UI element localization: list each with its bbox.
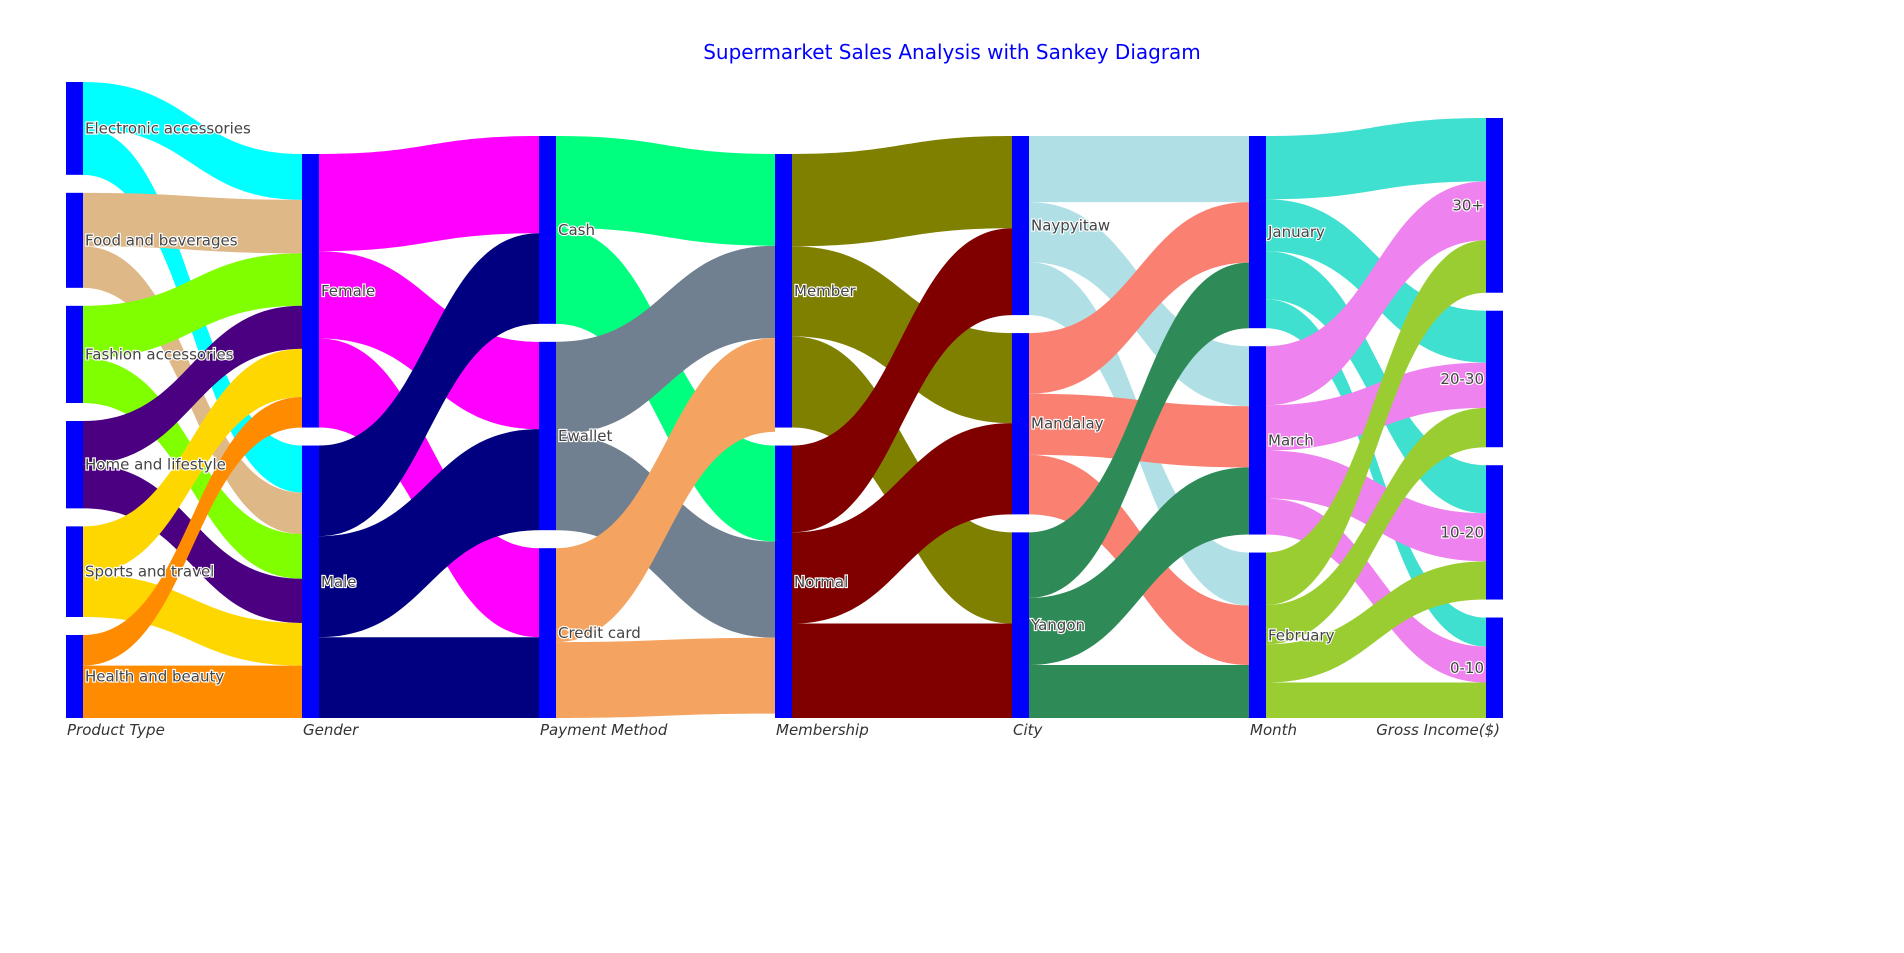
link-male-to-cash[interactable] bbox=[319, 233, 539, 537]
link-member-to-naypyitaw[interactable] bbox=[792, 136, 1012, 247]
node-credit[interactable] bbox=[539, 548, 556, 718]
node-january[interactable] bbox=[1249, 136, 1266, 329]
node-label-cash: Cash bbox=[558, 221, 595, 239]
node-label-january: January bbox=[1267, 223, 1325, 241]
node-label-g30: 30+ bbox=[1452, 196, 1484, 214]
node-normal[interactable] bbox=[775, 445, 792, 718]
link-sports-to-female[interactable] bbox=[83, 348, 302, 575]
stage-label-3: Membership bbox=[776, 721, 869, 739]
link-february-to-g10[interactable] bbox=[1266, 561, 1486, 683]
node-home[interactable] bbox=[66, 421, 83, 509]
node-label-yangon: Yangon bbox=[1030, 616, 1085, 634]
node-g10[interactable] bbox=[1486, 465, 1503, 600]
node-march[interactable] bbox=[1249, 346, 1266, 535]
link-ewallet-to-member[interactable] bbox=[556, 245, 775, 435]
node-label-normal: Normal bbox=[794, 573, 848, 591]
node-label-g20: 20-30 bbox=[1440, 370, 1484, 388]
links-layer bbox=[83, 82, 1486, 718]
node-electronic[interactable] bbox=[66, 82, 83, 175]
node-label-member: Member bbox=[794, 282, 857, 300]
link-food-to-female[interactable] bbox=[83, 192, 302, 254]
labels-layer: Electronic accessories Food and beverages… bbox=[84, 118, 1485, 686]
chart-title: Supermarket Sales Analysis with Sankey D… bbox=[703, 40, 1201, 64]
link-february-to-g30[interactable] bbox=[1266, 240, 1486, 605]
node-naypyitaw[interactable] bbox=[1012, 136, 1029, 316]
node-fashion[interactable] bbox=[66, 305, 83, 404]
stage-label-1: Gender bbox=[303, 721, 359, 739]
link-february-to-g0[interactable] bbox=[1266, 682, 1486, 718]
link-credit-to-member[interactable] bbox=[556, 338, 775, 643]
node-health[interactable] bbox=[66, 635, 83, 718]
node-female[interactable] bbox=[302, 154, 319, 428]
link-yangon-to-february[interactable] bbox=[1029, 665, 1249, 718]
node-label-march: March bbox=[1268, 431, 1314, 449]
link-yangon-to-january[interactable] bbox=[1029, 262, 1249, 598]
node-label-health: Health and beauty bbox=[85, 668, 224, 686]
node-food[interactable] bbox=[66, 192, 83, 288]
stage-label-0: Product Type bbox=[67, 721, 165, 739]
link-male-to-credit[interactable] bbox=[319, 637, 539, 718]
nodes-layer bbox=[66, 82, 1503, 718]
link-sports-to-male[interactable] bbox=[83, 574, 302, 666]
link-fashion-to-female[interactable] bbox=[83, 253, 302, 359]
node-label-sports: Sports and travel bbox=[85, 563, 214, 581]
link-march-to-g10[interactable] bbox=[1266, 450, 1486, 562]
link-february-to-g20[interactable] bbox=[1266, 407, 1486, 645]
node-label-home: Home and lifestyle bbox=[85, 456, 226, 474]
link-credit-to-normal[interactable] bbox=[556, 637, 775, 718]
node-label-g10: 10-20 bbox=[1440, 523, 1484, 541]
node-yangon[interactable] bbox=[1012, 532, 1029, 718]
link-mandalay-to-january[interactable] bbox=[1029, 202, 1249, 394]
link-member-to-mandalay[interactable] bbox=[792, 246, 1012, 424]
node-label-male: Male bbox=[321, 573, 357, 591]
link-naypyitaw-to-january[interactable] bbox=[1029, 136, 1249, 203]
node-label-february: February bbox=[1268, 626, 1335, 644]
stage-label-2: Payment Method bbox=[540, 721, 668, 739]
link-march-to-g30[interactable] bbox=[1266, 181, 1486, 406]
node-label-naypyitaw: Naypyitaw bbox=[1031, 217, 1110, 235]
node-label-female: Female bbox=[321, 282, 375, 300]
link-health-to-female[interactable] bbox=[83, 396, 302, 666]
node-mandalay[interactable] bbox=[1012, 333, 1029, 515]
node-label-mandalay: Mandalay bbox=[1031, 415, 1104, 433]
node-label-fashion: Fashion accessories bbox=[85, 345, 234, 363]
node-label-electronic: Electronic accessories bbox=[85, 119, 251, 137]
stage-label-5: Month bbox=[1250, 721, 1297, 739]
link-female-to-cash[interactable] bbox=[319, 136, 539, 252]
node-g0[interactable] bbox=[1486, 617, 1503, 718]
link-january-to-g30[interactable] bbox=[1266, 118, 1486, 200]
node-label-g0: 0-10 bbox=[1450, 659, 1484, 677]
link-home-to-female[interactable] bbox=[83, 305, 302, 465]
stage-labels: Product Type Gender Payment Method Membersh… bbox=[67, 721, 1500, 739]
node-label-ewallet: Ewallet bbox=[558, 427, 613, 445]
node-label-credit: Credit card bbox=[558, 624, 641, 642]
link-male-to-ewallet[interactable] bbox=[319, 429, 539, 638]
node-g20[interactable] bbox=[1486, 310, 1503, 448]
link-normal-to-naypyitaw[interactable] bbox=[792, 228, 1012, 533]
link-january-to-g0[interactable] bbox=[1266, 299, 1486, 647]
stage-label-4: City bbox=[1013, 721, 1044, 739]
stage-label-6: Gross Income($) bbox=[1376, 721, 1500, 739]
link-yangon-to-march[interactable] bbox=[1029, 467, 1249, 666]
node-g30[interactable] bbox=[1486, 118, 1503, 293]
node-ewallet[interactable] bbox=[539, 341, 556, 531]
link-electronic-to-female[interactable] bbox=[83, 82, 302, 200]
node-male[interactable] bbox=[302, 445, 319, 718]
node-label-food: Food and beverages bbox=[85, 231, 238, 249]
node-member[interactable] bbox=[775, 154, 792, 428]
node-cash[interactable] bbox=[539, 136, 556, 324]
link-normal-to-mandalay[interactable] bbox=[792, 423, 1012, 624]
node-february[interactable] bbox=[1249, 552, 1266, 718]
link-cash-to-member[interactable] bbox=[556, 136, 775, 246]
link-health-to-male[interactable] bbox=[83, 665, 302, 718]
link-normal-to-yangon[interactable] bbox=[792, 623, 1012, 718]
node-sports[interactable] bbox=[66, 526, 83, 618]
